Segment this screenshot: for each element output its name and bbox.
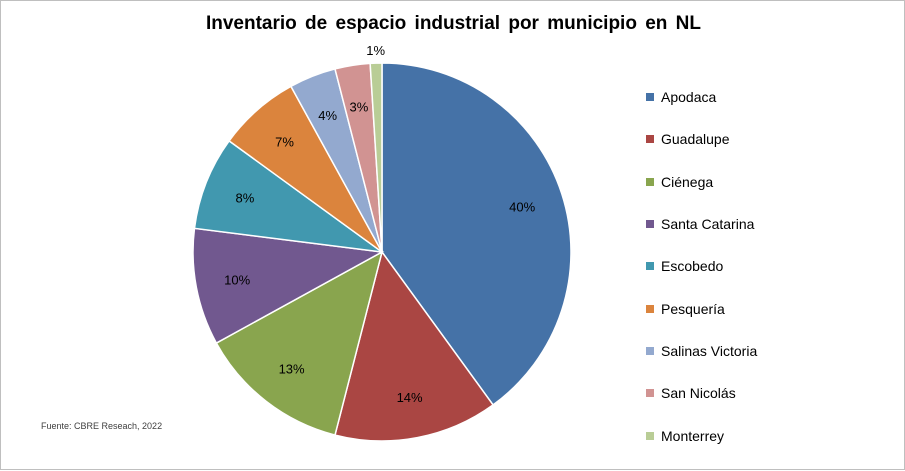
legend-item: Monterrey — [646, 414, 757, 456]
legend-item: Escobedo — [646, 245, 757, 287]
legend-label: Guadalupe — [661, 131, 730, 148]
legend-label: Pesquería — [661, 300, 725, 317]
legend-item: San Nicolás — [646, 372, 757, 414]
data-label: 13% — [279, 362, 305, 377]
data-label: 40% — [509, 199, 535, 214]
source-note: Fuente: CBRE Reseach, 2022 — [41, 421, 163, 431]
legend-swatch — [646, 304, 654, 313]
legend-label: Apodaca — [661, 89, 717, 106]
legend-item: Salinas Victoria — [646, 330, 757, 372]
legend-item: Santa Catarina — [646, 203, 757, 245]
data-label: 10% — [224, 273, 250, 288]
legend-item: Apodaca — [646, 76, 757, 118]
data-label: 8% — [236, 191, 255, 206]
legend-swatch — [646, 177, 654, 186]
pie-slice-monterrey — [369, 62, 383, 253]
data-label: 7% — [275, 134, 294, 149]
legend-item: Ciénega — [646, 161, 757, 203]
legend-swatch — [646, 93, 654, 102]
legend-swatch — [646, 389, 654, 398]
data-label: 4% — [318, 108, 337, 123]
legend-swatch — [646, 346, 654, 355]
legend-label: Escobedo — [661, 258, 724, 275]
legend-label: San Nicolás — [661, 385, 736, 402]
legend: Apodaca Guadalupe Ciénega Santa Catarina Esc… — [646, 76, 757, 457]
legend-item: Pesquería — [646, 287, 757, 329]
pie-slice-santa-catarina — [192, 227, 385, 345]
legend-label: Ciénega — [661, 173, 714, 190]
legend-swatch — [646, 431, 654, 440]
data-label: 1% — [366, 43, 385, 58]
chart-title: Inventario de espacio industrial por mun… — [205, 13, 702, 34]
legend-swatch — [646, 262, 654, 271]
pie-slice-guadalupe — [334, 250, 495, 442]
legend-label: Monterrey — [661, 427, 725, 444]
legend-label: Salinas Victoria — [661, 342, 758, 359]
data-label: 3% — [350, 99, 369, 114]
pie-slice-escobedo — [193, 139, 383, 253]
pie-slice-apodaca — [381, 62, 572, 406]
pie-slice-cienega — [215, 250, 384, 436]
legend-swatch — [646, 220, 654, 229]
legend-swatch — [646, 135, 654, 144]
data-label: 14% — [397, 390, 423, 405]
legend-item: Guadalupe — [646, 118, 757, 160]
legend-label: Santa Catarina — [661, 216, 755, 233]
